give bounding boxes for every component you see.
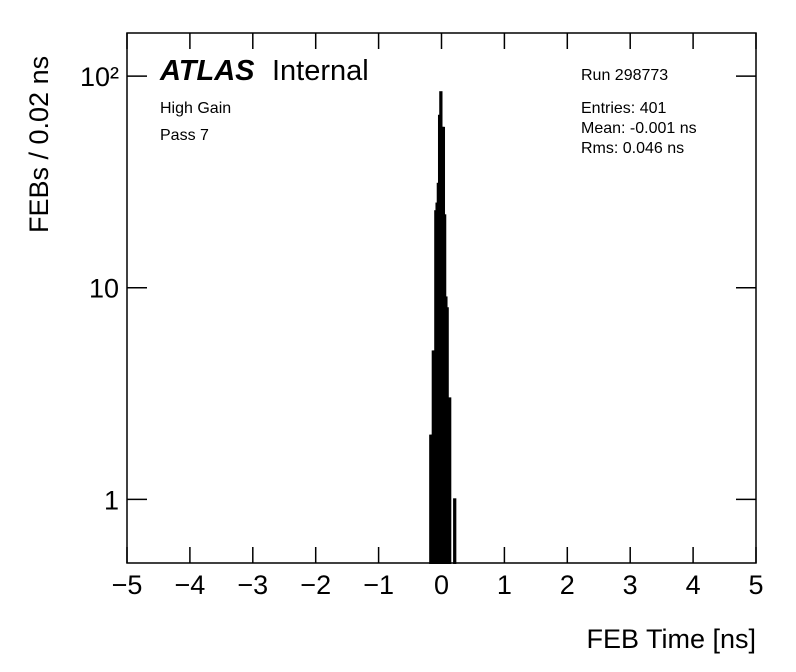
bar bbox=[448, 397, 452, 564]
x-tick-label: 1 bbox=[497, 570, 512, 600]
run-label: Run 298773 bbox=[581, 67, 668, 84]
y-tick-label: 1 bbox=[104, 485, 119, 515]
x-tick-label: −5 bbox=[112, 570, 143, 600]
x-tick-label: 0 bbox=[434, 570, 449, 600]
experiment-label: ATLAS bbox=[159, 55, 255, 87]
x-tick-label: 5 bbox=[748, 570, 763, 600]
x-tick-label: −2 bbox=[300, 570, 331, 600]
pass-label: Pass 7 bbox=[160, 127, 209, 144]
gain-label: High Gain bbox=[160, 100, 231, 117]
x-axis-label: FEB Time [ns] bbox=[586, 624, 756, 654]
x-tick-label: 3 bbox=[623, 570, 638, 600]
bar bbox=[453, 498, 457, 564]
entries-label: Entries: 401 bbox=[581, 100, 666, 117]
mean-label: Mean: -0.001 ns bbox=[581, 120, 697, 137]
y-tick-label: 10 bbox=[89, 274, 119, 304]
x-tick-label: −1 bbox=[363, 570, 394, 600]
x-tick-label: 2 bbox=[560, 570, 575, 600]
x-tick-label: −3 bbox=[237, 570, 268, 600]
x-tick-label: 4 bbox=[686, 570, 701, 600]
x-tick-label: −4 bbox=[175, 570, 206, 600]
status-label: Internal bbox=[272, 55, 369, 87]
y-axis-label: FEBs / 0.02 ns bbox=[24, 56, 54, 233]
rms-label: Rms: 0.046 ns bbox=[581, 140, 684, 157]
y-tick-label: 10² bbox=[80, 62, 119, 92]
